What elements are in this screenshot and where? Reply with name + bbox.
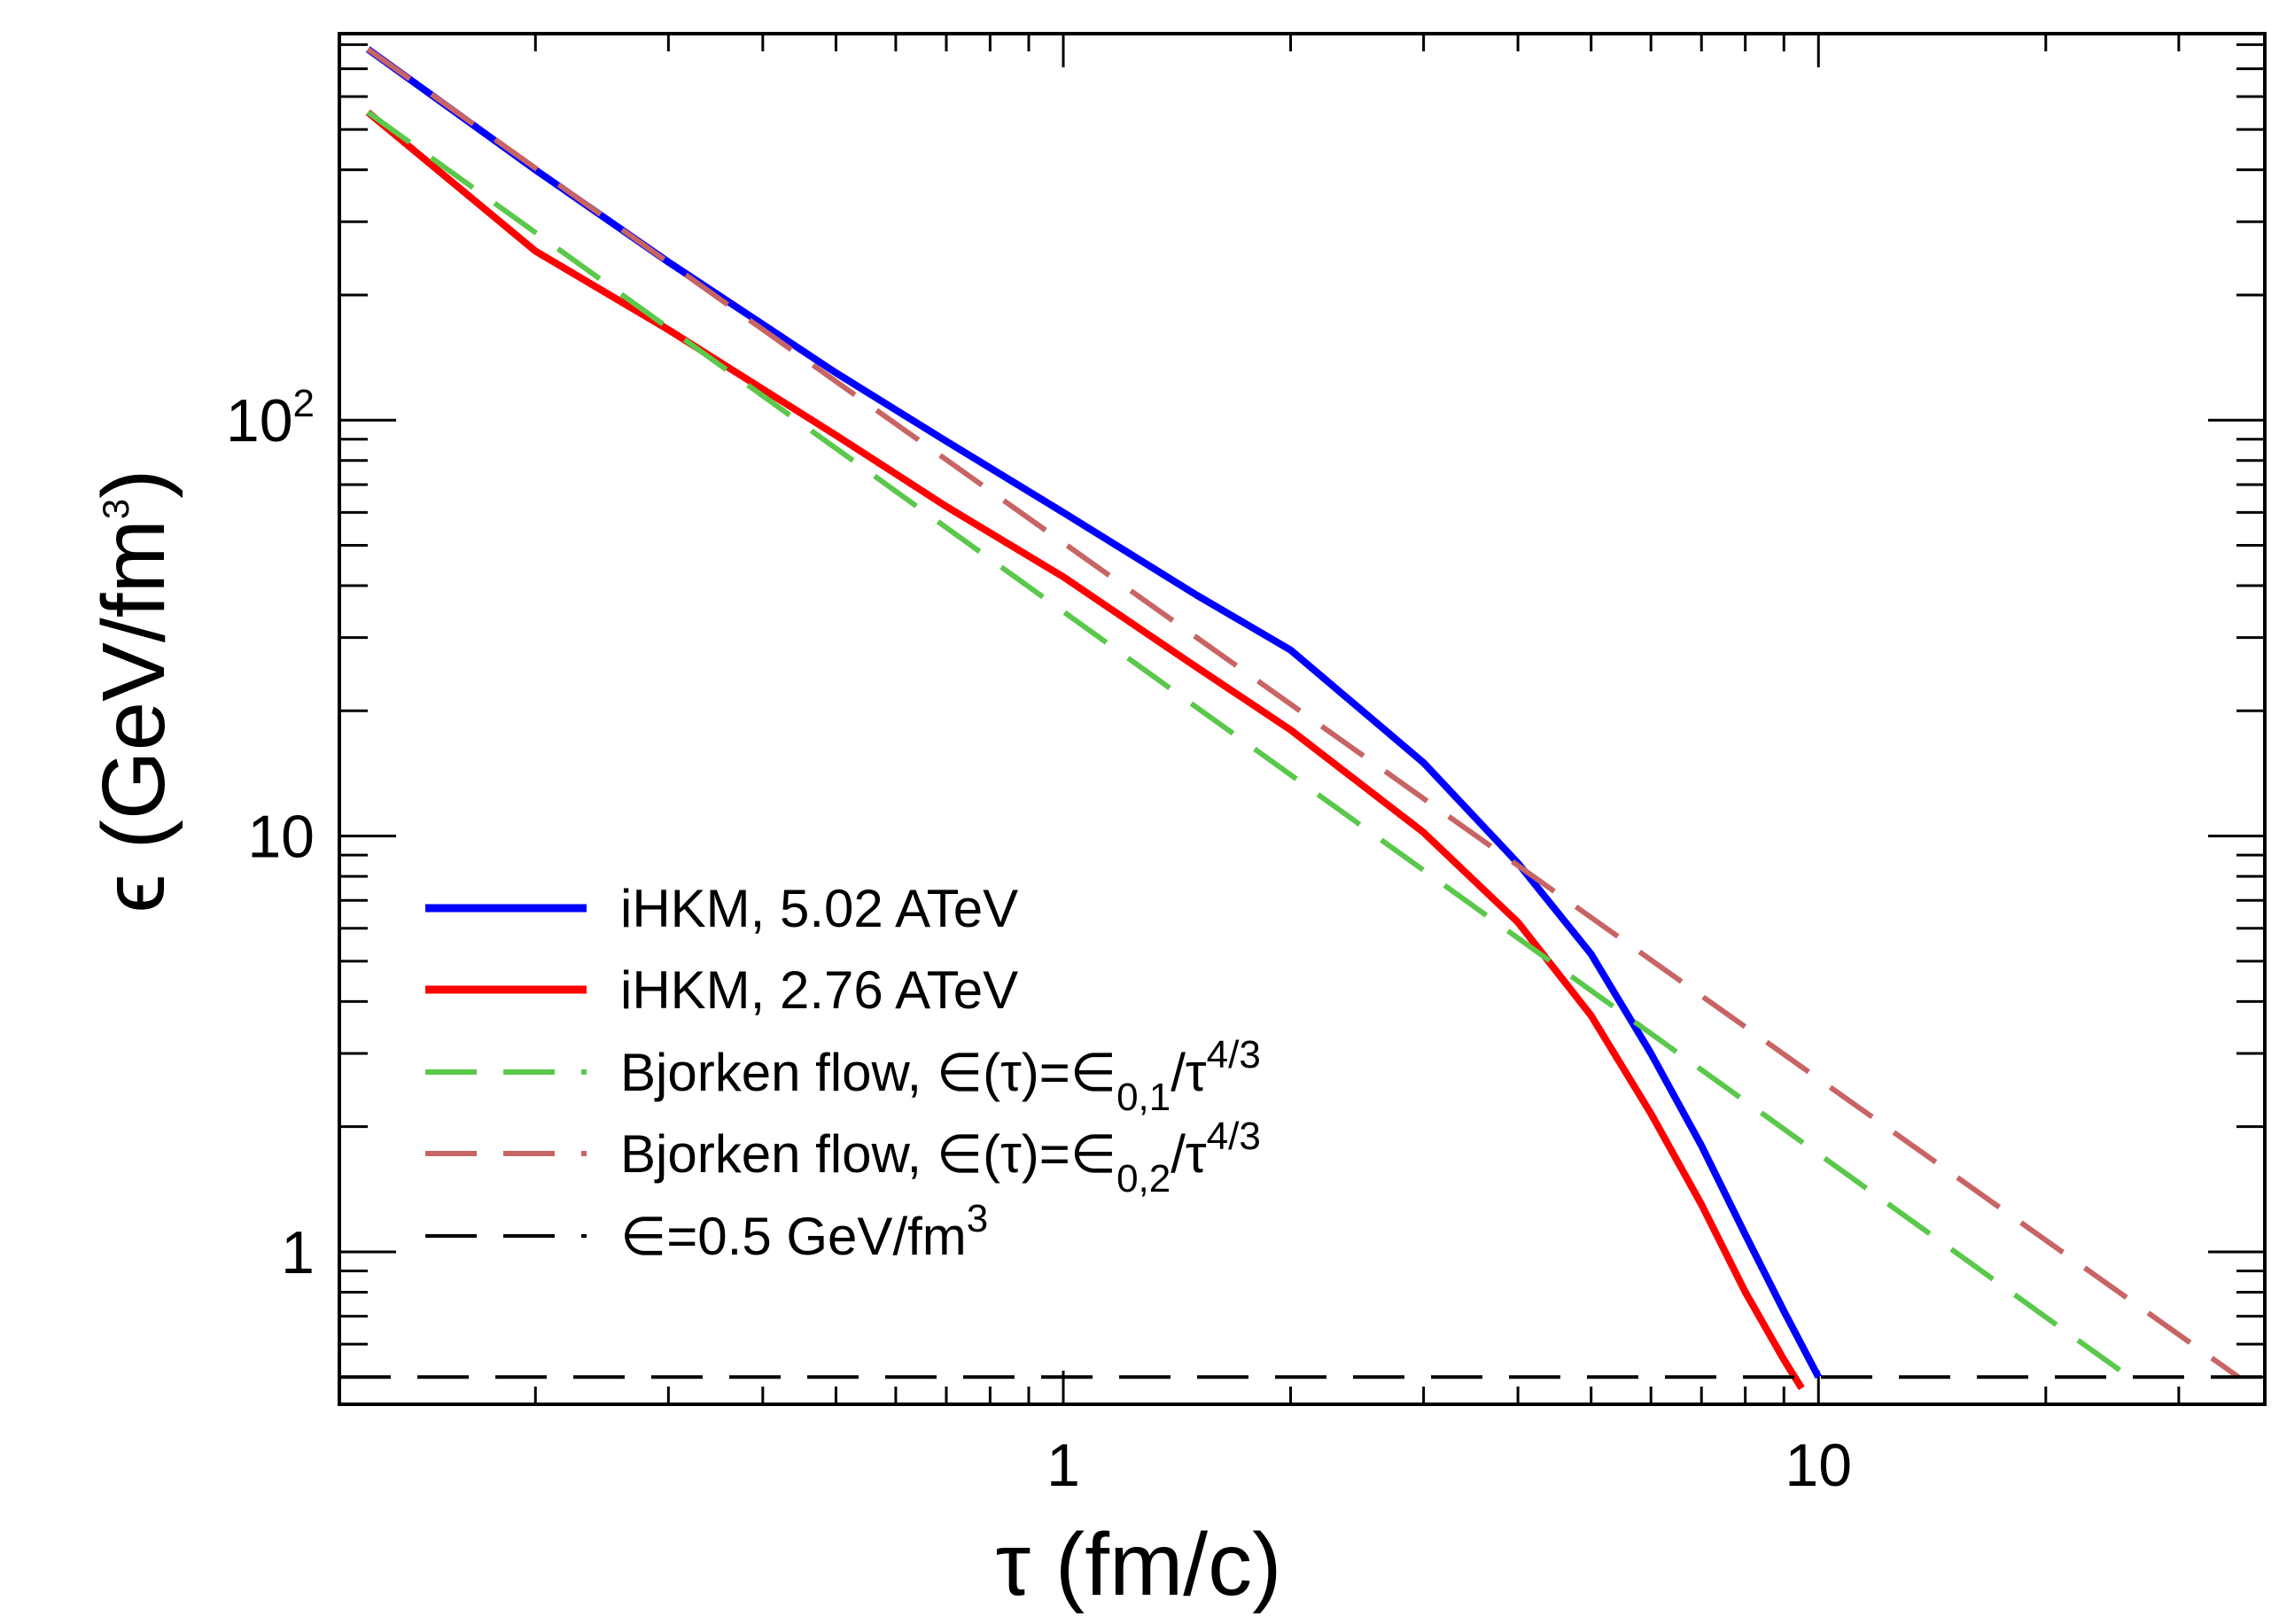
x-tick-label: 1 — [1046, 1432, 1080, 1499]
plot-background — [0, 0, 2279, 1624]
legend-label-1: iHKM, 5.02 ATeV — [620, 879, 1018, 938]
legend-label-2: iHKM, 2.76 ATeV — [620, 960, 1018, 1020]
y-tick-label: 1 — [281, 1219, 315, 1286]
y-tick-label: 10 — [247, 804, 315, 871]
y-axis-title: ϵ (GeV/fm3) — [84, 470, 183, 913]
energy-density-chart: 1 10110102 τ (fm/c) ϵ (GeV/fm3) iHKM, 5.0… — [0, 0, 2279, 1624]
legend-label-5: ∈=0.5 GeV/fm3 — [620, 1197, 988, 1266]
x-axis-title: τ (fm/c) — [996, 1515, 1282, 1614]
x-tick-label: 10 — [1785, 1432, 1852, 1499]
